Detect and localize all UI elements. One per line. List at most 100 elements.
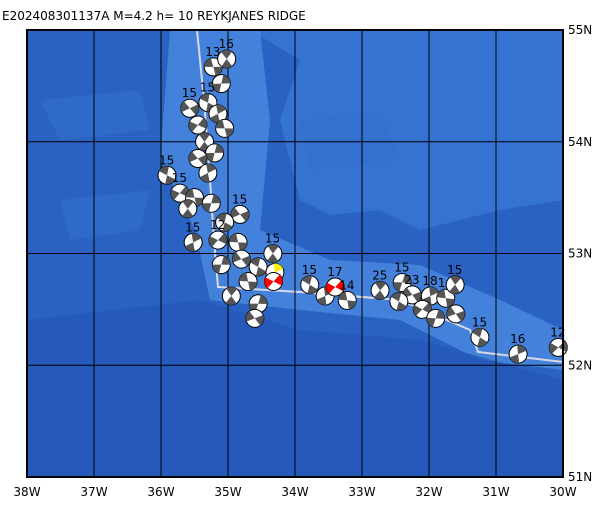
- beachball-quadrant: [217, 233, 227, 245]
- beachball-quadrant: [225, 295, 237, 305]
- focal-mechanism: [211, 74, 231, 94]
- lon-tick-label: 32W: [415, 485, 442, 499]
- beachball-quadrant: [189, 104, 199, 116]
- focal-mechanism: [238, 271, 258, 291]
- beachball-quadrant: [248, 281, 258, 291]
- focal-mechanism: [221, 286, 241, 306]
- beachball-quadrant: [216, 104, 226, 114]
- beachball-quadrant: [216, 213, 227, 223]
- depth-label: 16: [510, 332, 525, 346]
- focal-mechanism: 15: [230, 192, 250, 224]
- focal-mechanism: [389, 292, 409, 312]
- focal-mechanism: 15: [392, 261, 412, 293]
- beachball-quadrant: [221, 59, 233, 69]
- beachball-quadrant: [199, 173, 210, 183]
- beachball-quadrant: [245, 311, 255, 322]
- beachball-quadrant: [206, 164, 216, 174]
- lon-tick-label: 34W: [281, 485, 308, 499]
- beachball-quadrant: [455, 310, 465, 322]
- beachball-quadrant: [240, 210, 250, 222]
- beachball-quadrant: [185, 242, 195, 252]
- beachball-quadrant: [402, 273, 412, 283]
- focal-mechanism: 12: [208, 218, 228, 250]
- beachball-quadrant: [446, 306, 456, 317]
- focal-mechanism: [228, 232, 248, 252]
- beachball-quadrant: [301, 275, 313, 285]
- beachball-quadrant: [191, 233, 202, 243]
- lon-tick-label: 30W: [549, 485, 576, 499]
- focal-mechanism: [188, 149, 208, 169]
- lon-tick-label: 31W: [482, 485, 509, 499]
- depth-label: 15: [200, 81, 215, 95]
- beachball-quadrant: [180, 101, 190, 113]
- depth-label: 23: [404, 273, 419, 287]
- depth-label: 25: [372, 268, 387, 282]
- focal-mechanism: [198, 163, 218, 183]
- beachball-quadrant: [202, 203, 212, 212]
- focal-mechanism: 15: [180, 86, 200, 118]
- beachball-quadrant: [211, 194, 221, 204]
- focal-mechanism: [178, 199, 198, 219]
- beachball-quadrant: [226, 286, 238, 296]
- beachball-quadrant: [221, 50, 232, 60]
- focal-mechanism: [231, 249, 251, 269]
- depth-label: 15: [185, 220, 200, 234]
- depth-label: 13: [205, 45, 220, 59]
- beachball-quadrant: [449, 284, 460, 294]
- focal-mechanism: [205, 143, 225, 163]
- beachball-quadrant: [185, 188, 195, 198]
- beachball-quadrant: [221, 74, 231, 84]
- beachball-quadrant: [182, 199, 194, 209]
- focal-mechanism: 16: [217, 37, 237, 69]
- beachball-quadrant: [208, 236, 218, 247]
- beachball-quadrant: [391, 292, 402, 302]
- beachball-quadrant: [254, 315, 264, 326]
- focal-mechanism: 25: [370, 268, 390, 300]
- beachball-quadrant: [393, 282, 403, 292]
- beachball-quadrant: [374, 290, 386, 300]
- lon-tick-label: 33W: [348, 485, 375, 499]
- focal-mechanism: 15: [157, 153, 177, 185]
- beachball-quadrant: [159, 166, 169, 176]
- beachball-quadrant: [413, 305, 423, 316]
- focal-mechanism: 14: [337, 278, 357, 310]
- beachball-quadrant: [264, 277, 274, 289]
- beachball-quadrant: [241, 255, 251, 267]
- focal-mechanism: [208, 104, 228, 124]
- focal-mechanism: 15: [170, 171, 190, 203]
- beachball-quadrant: [250, 257, 261, 267]
- focal-mechanism: 18: [420, 274, 440, 306]
- lat-tick-label: 55N: [568, 23, 592, 37]
- beachball-quadrant: [477, 337, 488, 347]
- map-title: E202408301137A M=4.2 h= 10 REYKJANES RID…: [2, 9, 306, 23]
- beachball-quadrant: [445, 298, 455, 308]
- depth-label: 15: [394, 261, 409, 275]
- beachball-quadrant: [182, 208, 194, 218]
- beachball-quadrant: [204, 58, 214, 67]
- beachball-quadrant: [450, 275, 462, 285]
- beachball-quadrant: [422, 302, 432, 314]
- depth-label: 15: [232, 192, 247, 206]
- beachball-quadrant: [412, 291, 422, 303]
- beachball-quadrant: [170, 189, 180, 201]
- beachball-quadrant: [212, 83, 222, 93]
- depth-label: 14: [339, 278, 354, 292]
- beachball-quadrant: [188, 151, 198, 163]
- lat-tick-label: 51N: [568, 470, 592, 484]
- focal-mechanism: [245, 308, 265, 328]
- beachball-quadrant: [188, 121, 198, 132]
- beachball-quadrant: [197, 154, 207, 166]
- focal-mechanism: [201, 193, 221, 213]
- beachball-quadrant: [194, 197, 204, 207]
- map-frame: [26, 29, 564, 478]
- beachball-quadrant: [258, 295, 268, 305]
- beachball-quadrant: [375, 281, 386, 291]
- beachball-quadrant: [267, 244, 279, 254]
- beachball-quadrant: [238, 242, 248, 252]
- focal-mechanism: 16: [508, 332, 528, 364]
- lat-tick-label: 52N: [568, 358, 592, 372]
- beachball-quadrant: [197, 118, 207, 129]
- beachball-quadrant: [316, 295, 327, 305]
- focal-mechanism: 15: [263, 232, 283, 263]
- depth-label: 17: [327, 265, 342, 279]
